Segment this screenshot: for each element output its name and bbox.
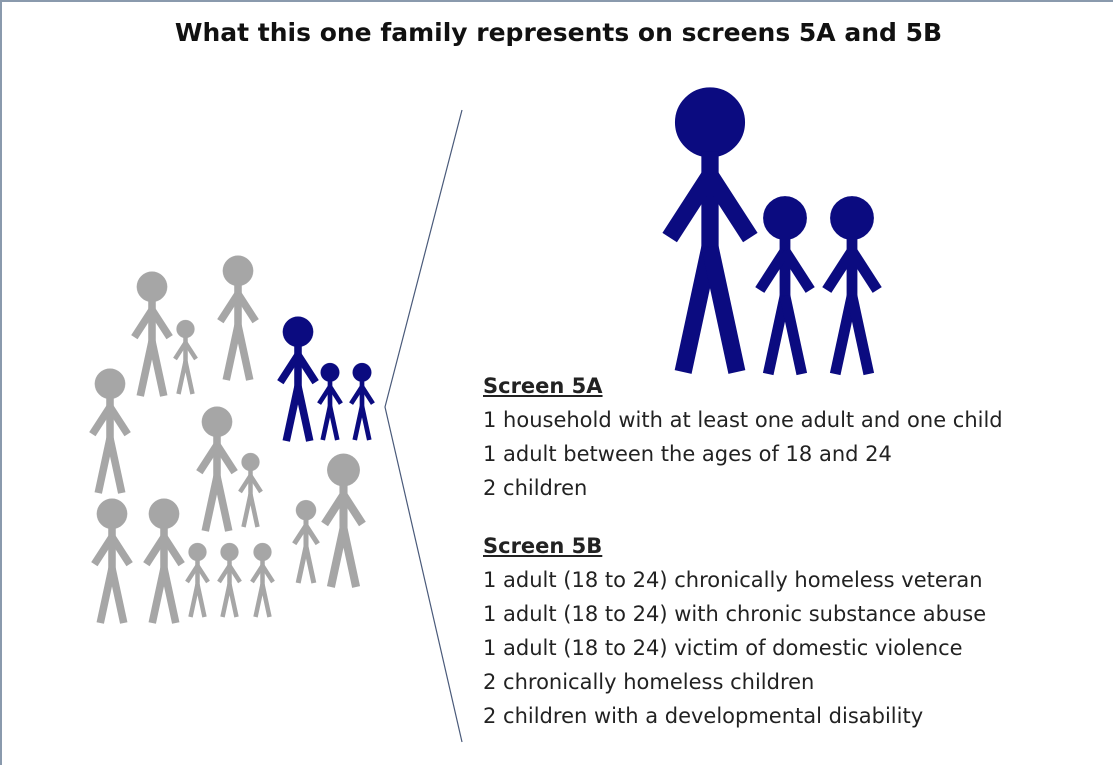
slide: What this one family represents on scree… [0,0,1113,765]
large-family [670,88,878,374]
divider [385,110,462,742]
item: 1 adult (18 to 24) victim of domestic vi… [483,631,986,665]
item: 1 household with at least one adult and … [483,403,1003,437]
screen-section: Screen 5B 1 adult (18 to 24) chronically… [483,529,986,733]
title: What this one family represents on scree… [2,18,1113,47]
item: 2 children with a developmental disabili… [483,699,986,733]
item: 2 children [483,471,1003,505]
small-family [280,317,373,441]
item: 1 adult (18 to 24) chronically homeless … [483,563,986,597]
item: 2 chronically homeless children [483,665,986,699]
item: 1 adult (18 to 24) with chronic substanc… [483,597,986,631]
section-heading: Screen 5B [483,529,986,563]
section-heading: Screen 5A [483,369,1003,403]
item: 1 adult between the ages of 18 and 24 [483,437,1003,471]
screen-section: Screen 5A 1 household with at least one … [483,369,1003,505]
